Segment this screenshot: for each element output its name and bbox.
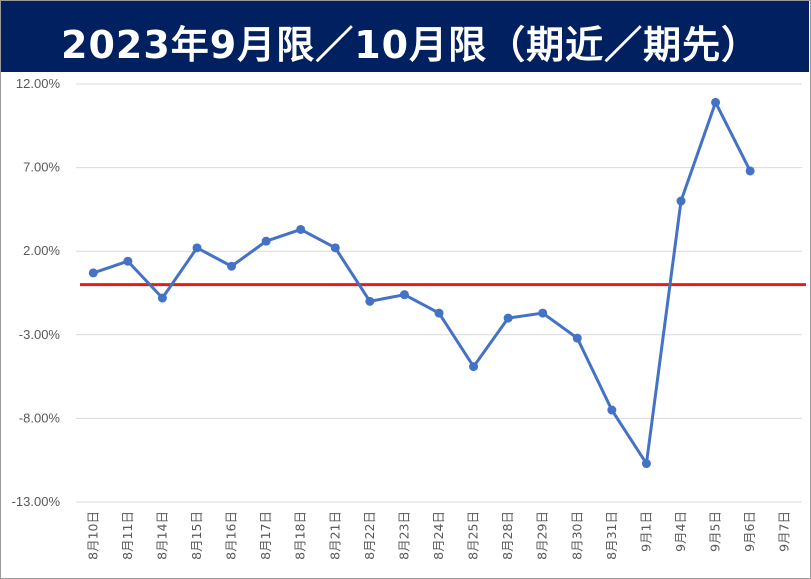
x-tick-label: 9月1日 bbox=[638, 511, 653, 552]
data-point bbox=[123, 256, 133, 266]
x-tick-label: 8月24日 bbox=[431, 511, 446, 560]
data-point bbox=[641, 459, 651, 469]
x-tick-label: 8月31日 bbox=[604, 511, 619, 560]
data-point bbox=[227, 261, 237, 271]
y-tick-label: 2.00% bbox=[23, 243, 60, 258]
y-tick-label: -3.00% bbox=[19, 327, 61, 342]
data-point bbox=[365, 296, 375, 306]
x-tick-label: 8月14日 bbox=[154, 511, 169, 560]
data-point bbox=[157, 293, 167, 303]
data-point bbox=[503, 313, 513, 323]
x-tick-label: 9月6日 bbox=[742, 511, 757, 552]
x-tick-label: 9月5日 bbox=[708, 511, 723, 552]
x-tick-label: 8月28日 bbox=[500, 511, 515, 560]
y-tick-label: 12.00% bbox=[16, 76, 61, 91]
y-tick-label: 7.00% bbox=[23, 160, 60, 175]
x-tick-label: 8月15日 bbox=[189, 511, 204, 560]
y-tick-label: -8.00% bbox=[19, 410, 61, 425]
data-point bbox=[607, 405, 617, 415]
x-tick-label: 8月25日 bbox=[466, 511, 481, 560]
x-tick-label: 8月21日 bbox=[327, 511, 342, 560]
x-tick-label: 8月10日 bbox=[85, 511, 100, 560]
x-tick-label: 8月11日 bbox=[120, 511, 135, 560]
chart-header: 2023年9月限／10月限（期近／期先） bbox=[1, 1, 809, 72]
x-tick-label: 9月7日 bbox=[777, 511, 792, 552]
data-point bbox=[330, 243, 340, 253]
data-point bbox=[572, 333, 582, 343]
data-point bbox=[745, 166, 755, 176]
x-tick-label: 9月4日 bbox=[673, 511, 688, 552]
data-point bbox=[711, 97, 721, 107]
chart-title: 2023年9月限／10月限（期近／期先） bbox=[61, 23, 761, 67]
data-point bbox=[399, 290, 409, 300]
x-tick-label: 8月18日 bbox=[293, 511, 308, 560]
x-tick-label: 8月16日 bbox=[224, 511, 239, 560]
data-point bbox=[261, 236, 271, 246]
data-point bbox=[88, 268, 98, 278]
data-point bbox=[538, 308, 548, 318]
y-tick-label: -13.00% bbox=[12, 494, 61, 509]
series-line bbox=[92, 100, 752, 466]
x-tick-label: 8月17日 bbox=[258, 511, 273, 560]
x-tick-label: 8月30日 bbox=[569, 511, 584, 560]
data-point bbox=[192, 243, 202, 253]
data-point bbox=[676, 196, 686, 206]
data-point bbox=[434, 308, 444, 318]
x-tick-label: 8月29日 bbox=[535, 511, 550, 560]
data-point bbox=[296, 224, 306, 234]
data-point bbox=[469, 362, 479, 372]
x-tick-label: 8月22日 bbox=[362, 511, 377, 560]
x-tick-label: 8月23日 bbox=[396, 511, 411, 560]
